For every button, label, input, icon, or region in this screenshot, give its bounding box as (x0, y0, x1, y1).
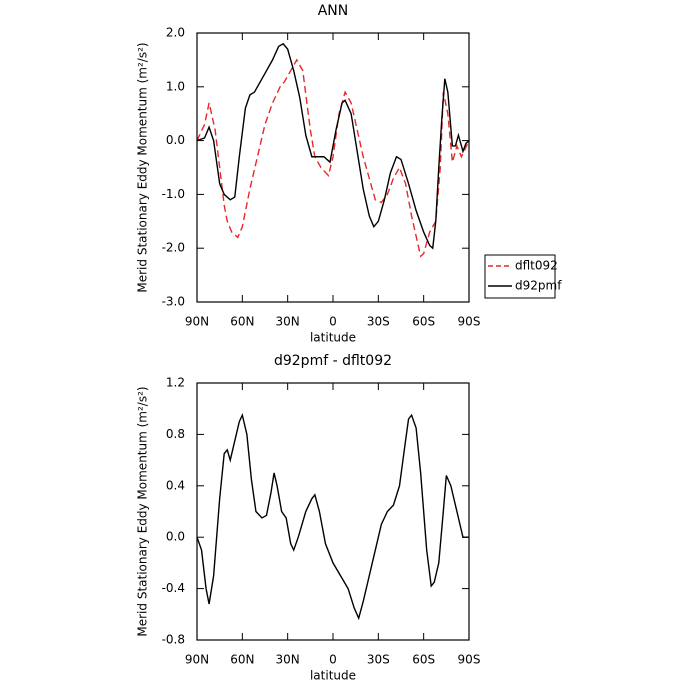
x-tick-label: 30N (276, 653, 300, 667)
plot-frame (196, 382, 470, 641)
legend-box (484, 254, 556, 299)
legend-label: dflt092 (515, 259, 558, 273)
x-tick-label: 60S (412, 315, 435, 329)
x-tick-label: 90S (458, 653, 481, 667)
x-tick-label: 60N (230, 653, 254, 667)
y-tick-label: -3.0 (162, 295, 185, 309)
y-tick-label: -1.0 (162, 187, 185, 201)
y-axis-label: Merid Stationary Eddy Momentum (m²/s²) (136, 386, 150, 636)
x-tick-label: 60S (412, 653, 435, 667)
y-tick-label: 0.0 (166, 530, 185, 544)
y-axis-label: Merid Stationary Eddy Momentum (m²/s²) (136, 42, 150, 292)
y-tick-label: 0.0 (166, 133, 185, 147)
x-tick-label: 90S (458, 315, 481, 329)
x-tick-label: 90N (185, 653, 209, 667)
y-tick-label: 0.4 (166, 478, 185, 492)
data-line (196, 42, 470, 250)
y-tick-label: 2.0 (166, 26, 185, 40)
y-tick-label: -0.4 (162, 581, 185, 595)
plot-frame (196, 32, 470, 303)
x-tick-label: 90N (185, 315, 209, 329)
legend-label: d92pmf (515, 279, 562, 293)
y-tick-label: 0.8 (166, 427, 185, 441)
data-line (196, 413, 469, 621)
y-tick-label: -2.0 (162, 241, 185, 255)
x-tick-label: 30S (367, 653, 390, 667)
y-tick-label: 1.2 (166, 376, 185, 390)
x-tick-label: 60N (230, 315, 254, 329)
x-axis-label: latitude (310, 331, 356, 345)
x-tick-label: 30N (276, 315, 300, 329)
data-line (196, 58, 470, 258)
x-tick-label: 30S (367, 315, 390, 329)
x-axis-label: latitude (310, 669, 356, 683)
x-tick-label: 0 (329, 315, 337, 329)
y-tick-label: -0.8 (162, 633, 185, 647)
chart-title: d92pmf - dflt092 (274, 353, 392, 369)
y-tick-label: 1.0 (166, 79, 185, 93)
x-tick-label: 0 (329, 653, 337, 667)
chart-title: ANN (318, 3, 349, 19)
